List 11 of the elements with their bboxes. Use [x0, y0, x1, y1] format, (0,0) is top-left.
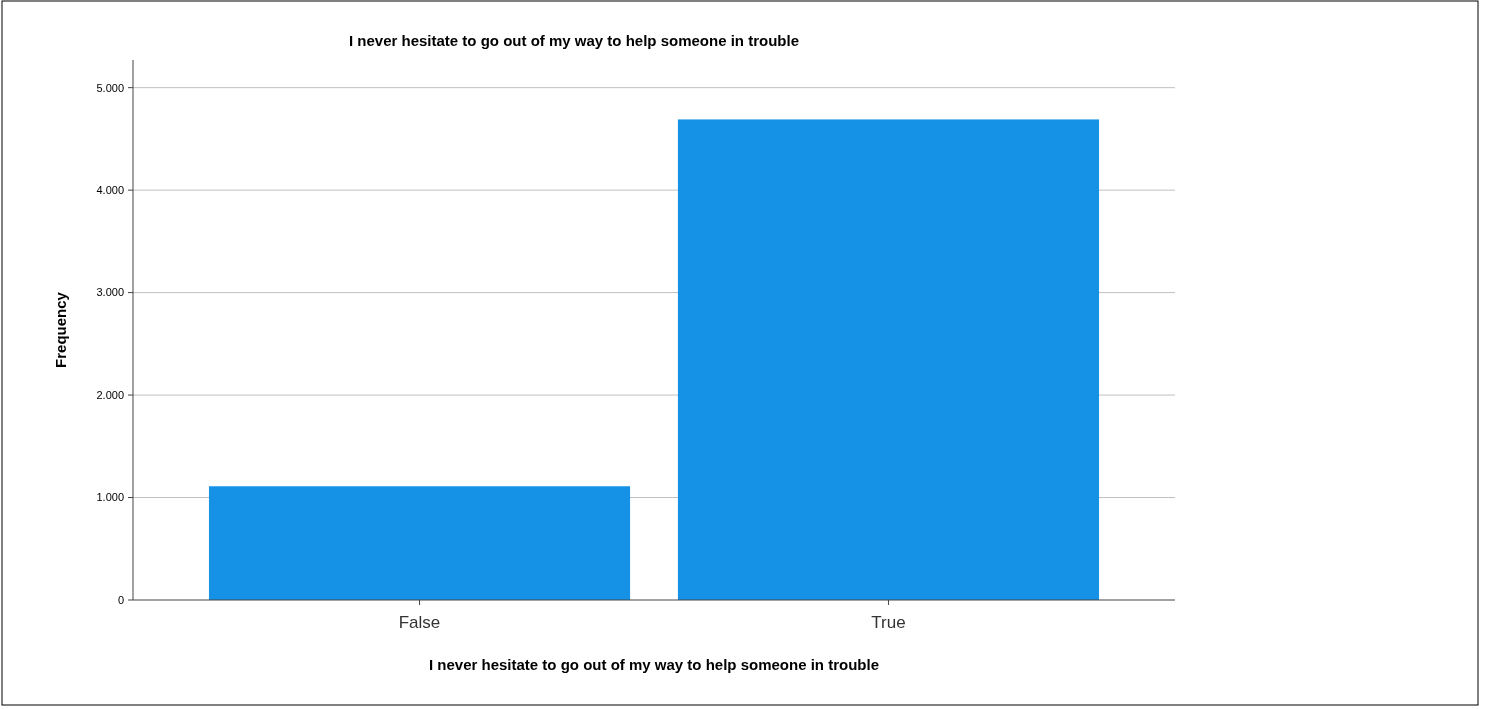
chart-title: I never hesitate to go out of my way to help someone in trouble: [348, 32, 800, 49]
y-tick-label: 1.000: [96, 491, 124, 504]
y-tick-label: 4.000: [96, 183, 124, 196]
y-tick-label: 0: [117, 593, 124, 606]
x-tick-label: False: [398, 613, 441, 632]
x-axis-title: I never hesitate to go out of my way to help someone in trouble: [428, 656, 880, 673]
y-tick-label: 3.000: [96, 286, 124, 299]
x-tick-label: True: [871, 613, 906, 632]
y-tick-label: 2.000: [96, 388, 124, 401]
y-tick-label: 5.000: [96, 81, 124, 94]
y-axis-title: Frequency: [52, 291, 69, 368]
